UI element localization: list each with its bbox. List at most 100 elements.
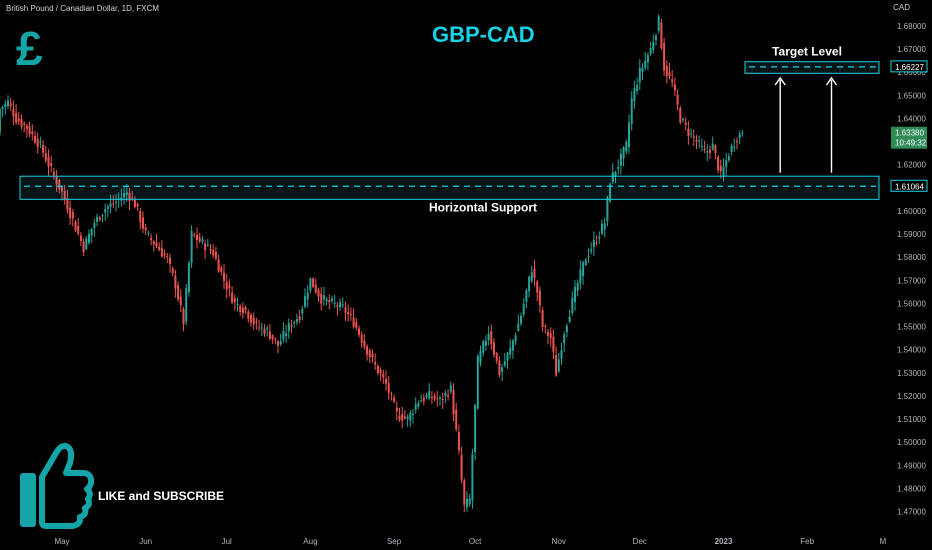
candle-body <box>187 262 190 293</box>
candle-body <box>366 346 369 355</box>
x-tick-label: Aug <box>303 537 317 546</box>
candle-body <box>447 395 450 397</box>
candle-body <box>277 341 279 346</box>
support-price-tag <box>890 179 928 192</box>
candle-body <box>641 67 644 72</box>
candle-body <box>493 342 495 355</box>
candle-body <box>293 322 296 324</box>
candle-body <box>611 172 614 182</box>
x-tick-label: 2023 <box>715 537 733 546</box>
candle-body <box>341 304 344 306</box>
candle-body <box>4 103 7 108</box>
candle-body <box>69 207 72 219</box>
candle-body <box>584 259 587 265</box>
candle-body <box>457 432 460 450</box>
candle-body <box>436 398 439 400</box>
candle-body <box>90 229 93 236</box>
candle-body <box>538 290 541 306</box>
x-tick-label: Oct <box>469 537 482 546</box>
candle-body <box>638 67 641 83</box>
candle-body <box>401 414 404 421</box>
candle-body <box>563 334 566 344</box>
candle-body <box>703 149 706 151</box>
candle-body <box>646 54 649 63</box>
candle-body <box>579 269 582 284</box>
candle-body <box>34 135 36 143</box>
candle-body <box>123 193 126 198</box>
candle-body <box>171 268 174 274</box>
candle-body <box>471 453 474 501</box>
candle-body <box>1 107 4 110</box>
time-axis[interactable]: May Jun Jul Aug Sep Oct Nov Dec 2023 Feb M <box>54 537 886 546</box>
candle-body <box>223 272 225 281</box>
y-tick-label: 1.55000 <box>897 323 926 332</box>
candle-body <box>582 262 585 277</box>
candle-body <box>733 146 736 148</box>
candle-body <box>258 327 261 329</box>
candle-body <box>263 328 266 335</box>
candle-body <box>266 328 269 330</box>
candle-body <box>333 302 336 305</box>
last-price-value: 1.63380 <box>895 129 924 138</box>
candle-body <box>490 330 493 345</box>
candle-body <box>663 43 666 71</box>
candle-body <box>360 334 363 343</box>
candle-body <box>217 259 220 272</box>
candle-body <box>74 221 77 231</box>
candle-body <box>425 395 428 397</box>
candle-body <box>139 210 142 223</box>
candle-body <box>128 192 131 201</box>
candle-body <box>406 416 409 420</box>
candle-body <box>271 335 274 340</box>
candle-body <box>325 298 328 302</box>
candle-body <box>0 109 1 133</box>
candle-body <box>160 248 163 257</box>
candle-body <box>719 165 722 172</box>
candle-body <box>287 322 290 332</box>
y-tick-label: 1.62000 <box>897 161 926 170</box>
horizontal-support-zone <box>19 175 880 200</box>
candle-body <box>201 239 204 242</box>
candle-body <box>449 385 452 392</box>
candle-body <box>155 242 158 247</box>
candle-body <box>290 325 293 328</box>
candle-body <box>706 151 709 153</box>
candle-body <box>125 192 128 195</box>
candle-body <box>574 286 576 303</box>
candle-body <box>727 156 730 161</box>
y-tick-label: 1.67000 <box>897 45 926 54</box>
candle-body <box>528 276 531 292</box>
candle-body <box>328 300 331 303</box>
candle-body <box>260 327 263 329</box>
candle-body <box>460 454 463 480</box>
candle-body <box>136 203 139 207</box>
candle-body <box>317 289 320 297</box>
candle-body <box>61 187 63 192</box>
candle-body <box>741 132 744 134</box>
candle-body <box>668 71 671 77</box>
candle-body <box>428 390 431 399</box>
candle-body <box>42 144 45 153</box>
candle-body <box>679 108 682 123</box>
y-tick-label: 1.57000 <box>897 276 926 285</box>
candle-body <box>255 321 258 323</box>
x-tick-label: Jun <box>139 537 152 546</box>
candle-body <box>498 360 501 376</box>
candle-body <box>96 216 99 222</box>
candle-body <box>163 253 166 256</box>
y-tick-label: 1.52000 <box>897 392 926 401</box>
candle-body <box>231 292 234 303</box>
candle-body <box>214 251 217 259</box>
candle-body <box>660 22 663 49</box>
candle-body <box>174 275 177 289</box>
y-tick-label: 1.65000 <box>897 91 926 100</box>
candle-body <box>520 315 522 324</box>
target-price-tag <box>890 60 928 73</box>
candle-body <box>525 290 528 302</box>
candle-body <box>671 79 674 83</box>
candle-body <box>633 88 636 102</box>
candle-body <box>77 225 80 234</box>
last-price-badge <box>891 126 927 149</box>
price-axis[interactable]: 1.47000 1.48000 1.49000 1.50000 1.51000 1.520… <box>897 22 926 517</box>
